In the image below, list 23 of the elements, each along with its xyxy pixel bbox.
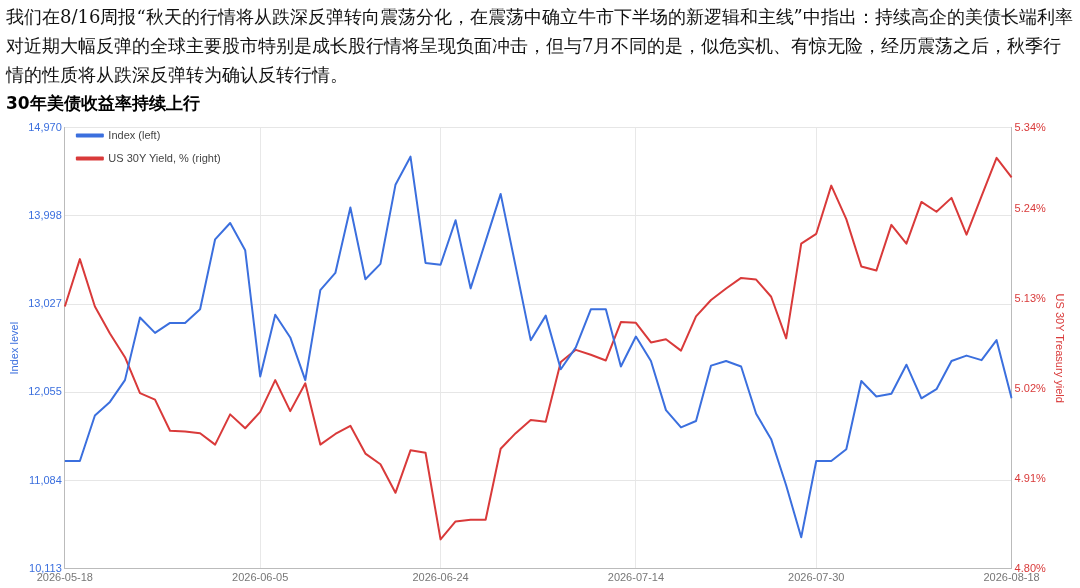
legend-label: US 30Y Yield, % (right) xyxy=(108,151,221,164)
x-tick-label: 2026-06-24 xyxy=(412,571,469,584)
x-tick-label: 2026-08-18 xyxy=(983,571,1040,584)
y2-tick-label: 4.80% xyxy=(1014,561,1047,574)
y-tick-label: 10,113 xyxy=(29,561,62,574)
y-tick-label: 13,027 xyxy=(28,297,62,310)
x-tick-label: 2026-06-05 xyxy=(232,571,289,584)
y2-tick-label: 5.13% xyxy=(1014,292,1047,305)
y-axis-title: Index level xyxy=(7,321,20,375)
x-tick-label: 2026-07-30 xyxy=(788,571,845,584)
x-tick-label: 2026-07-14 xyxy=(607,571,665,584)
chart-title: 30年美债收益率持续上行 xyxy=(5,92,201,115)
y-tick-label: 13,998 xyxy=(28,208,62,221)
y2-tick-label: 5.02% xyxy=(1014,382,1047,395)
y-tick-label: 12,055 xyxy=(28,385,62,398)
y-tick-label: 14,970 xyxy=(28,120,62,133)
legend-label: Index (left) xyxy=(108,128,161,141)
y2-tick-label: 4.91% xyxy=(1014,471,1047,484)
y2-tick-label: 5.34% xyxy=(1014,120,1047,133)
y2-tick-label: 5.24% xyxy=(1014,202,1047,215)
text: 我们在8/16周报“秋天的行情将从跌深反弹转向震荡分化，在震荡中确立牛市下半场的新逻辑和主线”中指出：持续高企的美债长端利率对近期大幅反弹的全球主要股市特别是成长股行情将呈现负面冲击，但与7月不同的是，似危实机、有惊无险，经历震荡之后，秋季行情的性质将从跌深反弹转为确认反转行情。 xyxy=(4,5,1074,87)
y-tick-label: 11,084 xyxy=(29,473,62,486)
y2-axis-title: US 30Y Treasury yield xyxy=(1054,293,1067,403)
